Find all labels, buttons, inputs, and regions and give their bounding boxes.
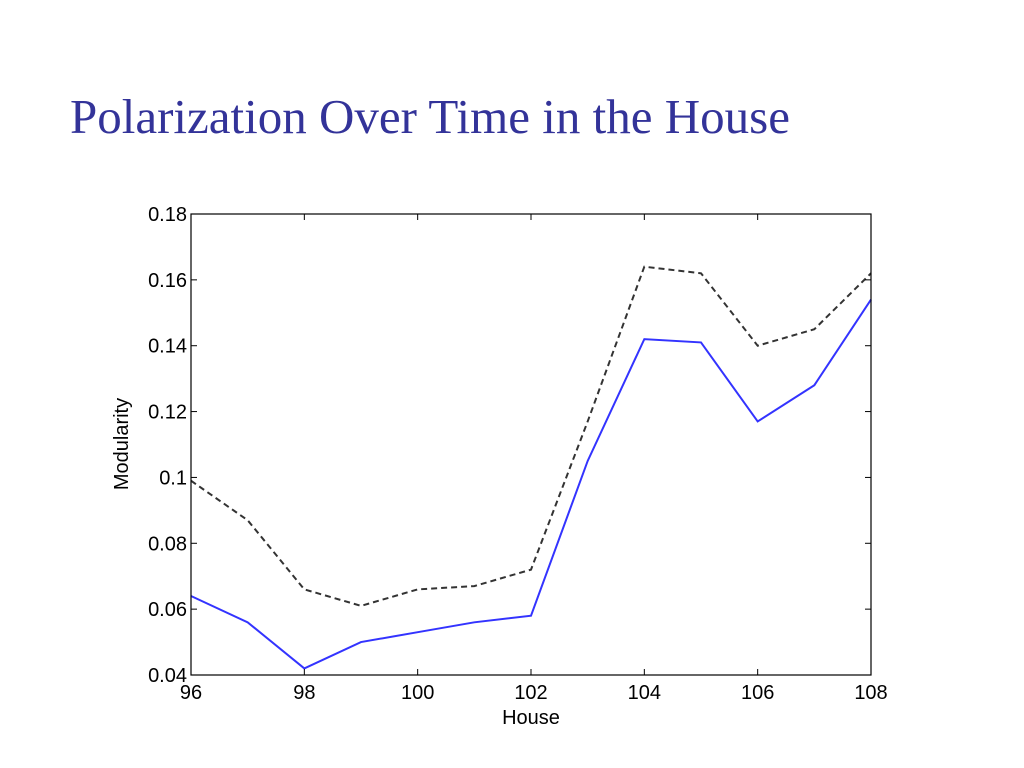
x-tick-label: 96 [180, 682, 202, 704]
y-tick-label: 0.16 [148, 270, 187, 292]
series-line-dashed [190, 265, 872, 607]
x-tick-label: 104 [628, 682, 661, 704]
y-axis-label: Modularity [111, 398, 133, 490]
x-tick-label: 102 [514, 682, 547, 704]
series-layer [190, 265, 872, 670]
y-tick-label: 0.04 [148, 665, 187, 687]
y-tick-label: 0.06 [148, 599, 187, 621]
y-tick-label: 0.14 [148, 336, 187, 358]
x-tick-label: 106 [741, 682, 774, 704]
x-axis-label: House [502, 707, 560, 729]
axes-layer: 96 98 100 102 104 106 108 0.04 0.06 0.08 0.1 0.12 0.… [148, 204, 888, 704]
plot-frame [190, 213, 872, 676]
x-tick-label: 100 [401, 682, 434, 704]
slide-title: Polarization Over Time in the House [70, 89, 790, 144]
y-tick-label: 0.1 [159, 467, 187, 489]
x-tick-label: 108 [854, 682, 887, 704]
y-tick-label: 0.12 [148, 402, 187, 424]
series-line-solid [190, 299, 872, 670]
x-tick-label: 98 [293, 682, 315, 704]
y-tick-label: 0.08 [148, 533, 187, 555]
y-tick-label: 0.18 [148, 204, 187, 226]
